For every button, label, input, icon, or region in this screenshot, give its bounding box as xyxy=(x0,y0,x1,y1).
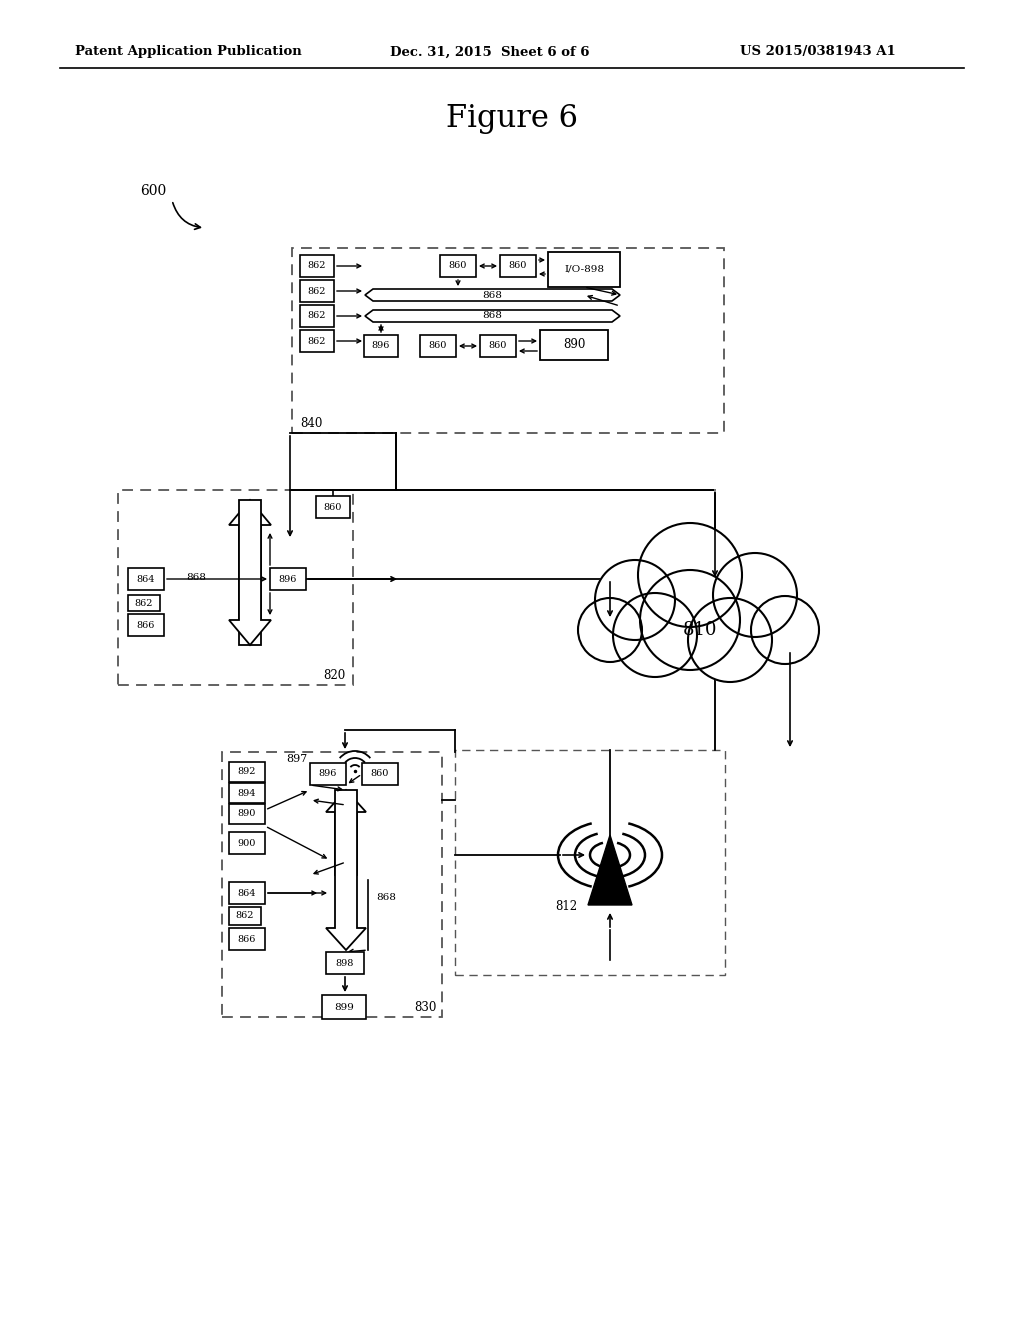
Bar xyxy=(300,330,334,352)
Text: 860: 860 xyxy=(324,503,342,511)
Bar xyxy=(316,496,350,517)
FancyArrowPatch shape xyxy=(173,203,201,230)
Text: Dec. 31, 2015  Sheet 6 of 6: Dec. 31, 2015 Sheet 6 of 6 xyxy=(390,45,590,58)
Bar xyxy=(292,248,724,433)
Bar xyxy=(500,255,536,277)
Bar xyxy=(300,280,334,302)
Text: 896: 896 xyxy=(318,770,337,779)
Text: 864: 864 xyxy=(238,888,256,898)
Text: 864: 864 xyxy=(137,574,156,583)
Bar xyxy=(480,335,516,356)
Circle shape xyxy=(595,560,675,640)
Bar xyxy=(229,882,265,904)
Text: 866: 866 xyxy=(238,935,256,944)
Circle shape xyxy=(688,598,772,682)
Text: 860: 860 xyxy=(509,261,527,271)
Text: 862: 862 xyxy=(236,912,254,920)
Text: 600: 600 xyxy=(140,183,166,198)
Text: 896: 896 xyxy=(372,342,390,351)
Bar xyxy=(364,335,398,356)
Text: 830: 830 xyxy=(414,1001,436,1014)
Circle shape xyxy=(578,598,642,663)
Bar xyxy=(118,490,353,685)
Text: Patent Application Publication: Patent Application Publication xyxy=(75,45,302,58)
Text: 810: 810 xyxy=(683,620,717,639)
Bar xyxy=(229,928,265,950)
Bar xyxy=(229,907,261,925)
Text: 862: 862 xyxy=(135,598,154,607)
Text: I/O-898: I/O-898 xyxy=(564,265,604,275)
Polygon shape xyxy=(229,500,271,645)
Bar xyxy=(300,305,334,327)
Bar xyxy=(229,804,265,824)
Circle shape xyxy=(638,523,742,627)
Bar xyxy=(326,952,364,974)
Text: 862: 862 xyxy=(308,312,327,321)
Text: 860: 860 xyxy=(371,770,389,779)
Text: Figure 6: Figure 6 xyxy=(446,103,578,133)
Bar xyxy=(362,763,398,785)
Bar xyxy=(128,595,160,611)
Text: 862: 862 xyxy=(308,337,327,346)
Text: 868: 868 xyxy=(186,573,206,582)
Text: 896: 896 xyxy=(279,574,297,583)
Text: 894: 894 xyxy=(238,788,256,797)
Polygon shape xyxy=(365,310,620,322)
Bar xyxy=(300,255,334,277)
Text: 820: 820 xyxy=(323,669,345,682)
Text: 860: 860 xyxy=(488,342,507,351)
Text: 868: 868 xyxy=(482,290,503,300)
Text: 899: 899 xyxy=(334,1002,354,1011)
Text: 900: 900 xyxy=(238,838,256,847)
Text: 840: 840 xyxy=(300,417,323,430)
Circle shape xyxy=(713,553,797,638)
Polygon shape xyxy=(588,836,632,906)
Text: 860: 860 xyxy=(449,261,467,271)
Circle shape xyxy=(640,570,740,671)
Text: 892: 892 xyxy=(238,767,256,776)
Circle shape xyxy=(613,593,697,677)
Text: 890: 890 xyxy=(563,338,585,351)
Bar xyxy=(128,568,164,590)
Text: 890: 890 xyxy=(238,809,256,818)
Bar xyxy=(322,995,366,1019)
Bar xyxy=(310,763,346,785)
Bar xyxy=(229,783,265,803)
Bar xyxy=(420,335,456,356)
Text: 868: 868 xyxy=(376,894,396,902)
Text: 862: 862 xyxy=(308,286,327,296)
Polygon shape xyxy=(365,289,620,301)
Bar xyxy=(540,330,608,360)
Polygon shape xyxy=(326,789,366,875)
Text: 866: 866 xyxy=(137,620,156,630)
Bar xyxy=(222,752,442,1016)
Polygon shape xyxy=(229,500,271,645)
Bar xyxy=(128,614,164,636)
Circle shape xyxy=(751,597,819,664)
Text: 868: 868 xyxy=(482,312,503,321)
Bar xyxy=(455,750,725,975)
Bar xyxy=(229,762,265,781)
Text: 897: 897 xyxy=(286,754,307,764)
Bar xyxy=(270,568,306,590)
Text: 860: 860 xyxy=(429,342,447,351)
Text: 898: 898 xyxy=(336,958,354,968)
Bar xyxy=(548,252,620,286)
Text: US 2015/0381943 A1: US 2015/0381943 A1 xyxy=(740,45,896,58)
Bar xyxy=(229,832,265,854)
Bar xyxy=(440,255,476,277)
Text: 812: 812 xyxy=(555,900,578,913)
Text: 862: 862 xyxy=(308,261,327,271)
Polygon shape xyxy=(326,789,366,950)
